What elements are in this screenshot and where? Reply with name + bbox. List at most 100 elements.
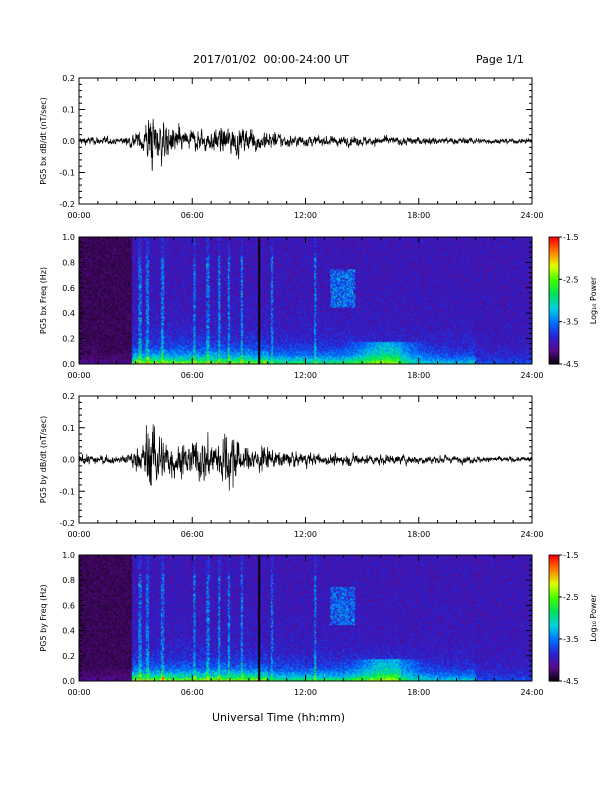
colorbar-segment — [549, 601, 559, 604]
colorbar-segment — [549, 289, 559, 293]
y-axis-label: PG5 by dB/dt (nT/sec) — [39, 416, 48, 503]
colorbar-segment — [549, 626, 559, 630]
spectrogram-image — [79, 555, 532, 681]
dbdt-panel: 00:00 06:00 12:00 18:00 24:00 -0.2 -0.1 0.0 0.1 0… — [39, 392, 544, 539]
y-axis-label: PG5 bx Freq (Hz) — [39, 267, 48, 334]
colorbar-segment — [549, 245, 559, 249]
colorbar-segment — [549, 256, 559, 259]
colorbar-segment — [549, 678, 559, 682]
spectrogram-panel: -1.5 -2.5 -3.5 -4.5 Log₁₀ Power 00:00 06:00 12:… — [39, 233, 598, 380]
colorbar-segment — [549, 319, 559, 323]
colorbar-tick-label: -1.5 — [563, 551, 579, 560]
colorbar-segment — [549, 609, 559, 613]
colorbar-segment — [549, 275, 559, 278]
colorbar-segment — [549, 672, 559, 676]
x-tick-label: 00:00 — [67, 688, 90, 697]
colorbar-segment — [549, 317, 559, 321]
x-tick-label: 06:00 — [181, 211, 204, 220]
y-tick-label: -0.2 — [59, 519, 75, 528]
colorbar-segment — [549, 302, 559, 306]
colorbar-segment — [549, 628, 559, 632]
colorbar-segment — [549, 287, 559, 291]
colorbar-segment — [549, 262, 559, 266]
colorbar-segment — [549, 285, 559, 289]
colorbar-frame — [548, 554, 560, 682]
colorbar-tick-label: -2.5 — [563, 275, 579, 284]
colorbar-segment — [549, 321, 559, 325]
y-tick-label: -0.1 — [59, 487, 75, 496]
colorbar-segment — [549, 557, 559, 560]
y-tick-label: 0.4 — [62, 309, 75, 318]
colorbar-segment — [549, 624, 559, 627]
colorbar-segment — [549, 330, 559, 333]
colorbar-segment — [549, 308, 559, 312]
colorbar-segment — [549, 361, 559, 365]
y-tick-label: 0.8 — [62, 258, 75, 267]
colorbar-segment — [549, 590, 559, 594]
spectrogram-image — [79, 237, 532, 364]
colorbar-segment — [549, 618, 559, 621]
colorbar-segment — [549, 668, 559, 672]
colorbar-tick-label: -2.5 — [563, 593, 579, 602]
x-tick-label: 24:00 — [520, 211, 543, 220]
colorbar-segment — [549, 674, 559, 678]
colorbar-segment — [549, 641, 559, 644]
colorbar-segment — [549, 241, 559, 244]
colorbar-segment — [549, 311, 559, 314]
y-tick-label: -0.2 — [59, 200, 75, 209]
x-tick-label: 12:00 — [294, 371, 317, 380]
colorbar-segment — [549, 647, 559, 651]
x-tick-label: 00:00 — [67, 530, 90, 539]
colorbar-segment — [549, 292, 559, 295]
colorbar-segment — [549, 357, 559, 361]
x-tick-label: 00:00 — [67, 211, 90, 220]
colorbar-segment — [549, 300, 559, 304]
x-tick-label: 24:00 — [520, 371, 543, 380]
colorbar-segment — [549, 555, 559, 558]
y-tick-label: 0.2 — [62, 335, 75, 344]
colorbar-segment — [549, 247, 559, 251]
colorbar-segment — [549, 649, 559, 653]
colorbar-segment — [549, 347, 559, 350]
colorbar-frame — [548, 236, 560, 365]
colorbar-segment — [549, 304, 559, 308]
colorbar-segment — [549, 332, 559, 335]
colorbar-tick-label: -1.5 — [563, 233, 579, 242]
colorbar-tick-label: -3.5 — [563, 635, 579, 644]
colorbar-segment — [549, 632, 559, 636]
colorbar-segment — [549, 584, 559, 588]
colorbar-segment — [549, 349, 559, 352]
colorbar-segment — [549, 283, 559, 287]
colorbar-segment — [549, 306, 559, 310]
x-tick-label: 18:00 — [407, 211, 430, 220]
series-line — [78, 118, 533, 171]
x-tick-label: 06:00 — [181, 530, 204, 539]
colorbar-segment — [549, 613, 559, 617]
colorbar-segment — [549, 607, 559, 611]
colorbar-segment — [549, 243, 559, 247]
x-tick-label: 24:00 — [520, 530, 543, 539]
page-number: Page 1/1 — [476, 53, 524, 66]
y-tick-label: 0.0 — [62, 360, 75, 369]
colorbar-segment — [549, 620, 559, 623]
colorbar-segment — [549, 340, 559, 344]
series-line — [78, 424, 533, 491]
y-tick-label: 0.2 — [62, 652, 75, 661]
colorbar-segment — [549, 662, 559, 665]
colorbar-label: Log₁₀ Power — [589, 594, 598, 642]
colorbar-segment — [549, 670, 559, 674]
colorbar-segment — [549, 559, 559, 562]
colorbar-segment — [549, 571, 559, 575]
colorbar-segment — [549, 578, 559, 581]
y-tick-label: 0.4 — [62, 627, 75, 636]
colorbar-segment — [549, 636, 559, 640]
colorbar-segment — [549, 588, 559, 592]
colorbar-segment — [549, 573, 559, 577]
x-tick-label: 12:00 — [294, 688, 317, 697]
spectrogram-panel: -1.5 -2.5 -3.5 -4.5 Log₁₀ Power 00:00 06:00 12:… — [39, 551, 598, 697]
colorbar-segment — [549, 359, 559, 363]
colorbar-segment — [549, 655, 559, 659]
colorbar-segment — [549, 666, 559, 669]
colorbar-segment — [549, 336, 559, 340]
